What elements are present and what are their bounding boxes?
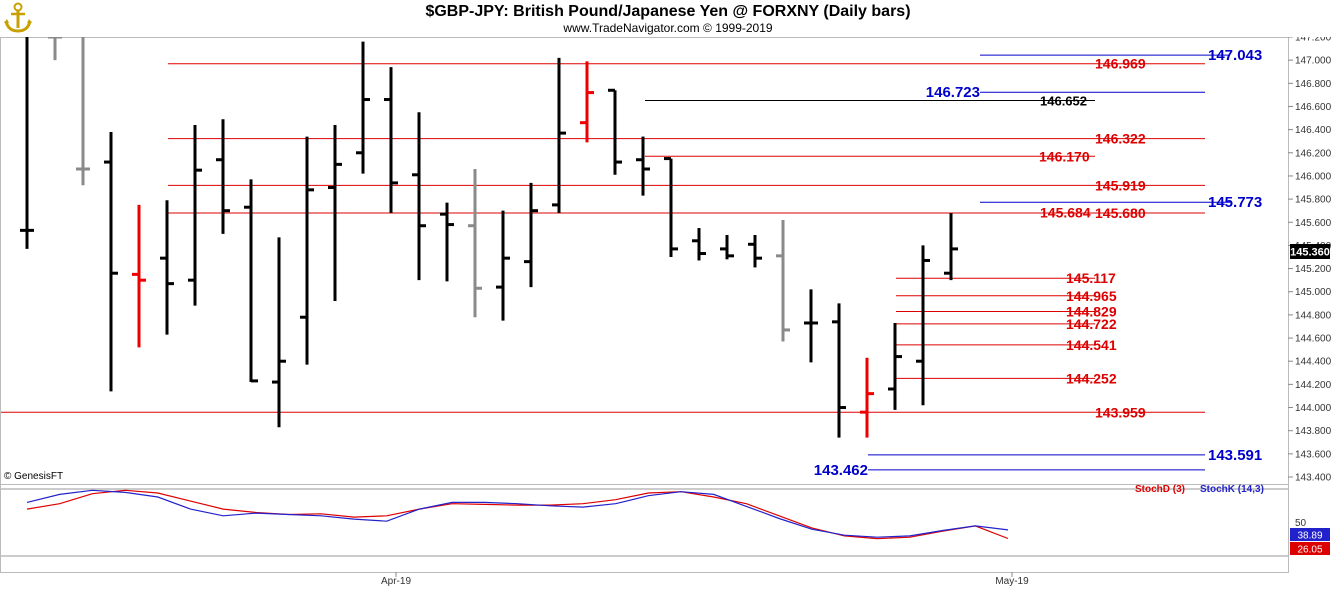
ohlc-bar xyxy=(692,228,706,261)
ohlc-bar xyxy=(860,357,874,438)
ohlc-bar xyxy=(160,200,174,335)
y-tick-label: 144.600 xyxy=(1295,334,1332,345)
level-label: 146.723 xyxy=(926,84,980,101)
level-label: 145.773 xyxy=(1208,194,1262,211)
level-label: 144.965 xyxy=(1066,288,1117,304)
ohlc-bar xyxy=(720,235,734,260)
y-tick-label: 145.200 xyxy=(1295,264,1332,275)
y-tick-label: 145.600 xyxy=(1295,218,1332,229)
price-y-axis: 147.200 147.000 146.800 146.600 146.400 146.2… xyxy=(1288,33,1332,529)
level-label: 145.680 xyxy=(1095,205,1146,221)
stochastic-lines: StochD (3) StochK (14,3) 38.89 26.05 xyxy=(26,484,1330,556)
stoch-series-line xyxy=(26,489,1009,538)
last-price-label: 145.360 xyxy=(1290,247,1330,259)
ohlc-bar xyxy=(832,303,846,438)
level-label: 143.591 xyxy=(1208,447,1262,464)
ohlc-bar xyxy=(104,131,118,392)
ohlc-bar xyxy=(524,182,538,288)
last-price-box xyxy=(1290,244,1330,259)
y-tick-label: 146.600 xyxy=(1295,102,1332,113)
x-tick-label: Apr-19 xyxy=(381,576,411,587)
ohlc-bar xyxy=(496,210,510,321)
ohlc-bar xyxy=(356,41,370,174)
ohlc-bar xyxy=(552,57,566,213)
level-label: 147.043 xyxy=(1208,47,1262,64)
stoch-panel-frame xyxy=(0,484,1289,573)
y-tick-label: 145.800 xyxy=(1295,195,1332,206)
ohlc-bar xyxy=(888,323,902,410)
stoch-k-value-label: 38.89 xyxy=(1297,531,1322,542)
ohlc-bar xyxy=(804,289,818,363)
ohlc-bar xyxy=(384,67,398,213)
ohlc-bar xyxy=(216,119,230,234)
anchor-logo-icon xyxy=(4,2,32,33)
ohlc-bar xyxy=(188,125,202,306)
ohlc-bar xyxy=(468,169,482,318)
y-tick-label: 143.400 xyxy=(1295,473,1332,484)
ohlc-bar xyxy=(776,219,790,342)
stoch-d-value-label: 26.05 xyxy=(1297,545,1322,556)
ohlc-bar xyxy=(20,37,34,249)
ohlc-bar xyxy=(412,112,426,281)
ohlc-bar xyxy=(944,213,958,281)
copyright-label: © GenesisFT xyxy=(4,471,63,482)
level-label: 146.322 xyxy=(1095,131,1146,147)
stoch-k-legend: StochK (14,3) xyxy=(1200,484,1264,495)
level-label: 144.541 xyxy=(1066,337,1117,353)
y-tick-label: 144.400 xyxy=(1295,357,1332,368)
ohlc-bar xyxy=(272,237,286,428)
level-label: 144.722 xyxy=(1066,316,1117,332)
ohlc-bar xyxy=(748,235,762,268)
y-tick-label: 147.000 xyxy=(1295,56,1332,67)
ohlc-bar xyxy=(76,37,90,186)
level-label: 144.252 xyxy=(1066,370,1117,386)
ohlc-bar xyxy=(328,125,342,301)
level-label: 144.829 xyxy=(1066,304,1117,320)
ohlc-bar xyxy=(916,245,930,406)
ohlc-bar xyxy=(48,35,62,61)
y-tick-label: 143.600 xyxy=(1295,449,1332,460)
y-tick-label: 144.800 xyxy=(1295,310,1332,321)
ohlc-bar xyxy=(664,157,678,257)
y-tick-label: 144.000 xyxy=(1295,403,1332,414)
chart-title: $GBP-JPY: British Pound/Japanese Yen @ F… xyxy=(425,3,911,20)
x-tick-label: May-19 xyxy=(995,576,1029,587)
level-label: 145.117 xyxy=(1066,270,1116,286)
level-label: 146.969 xyxy=(1095,56,1146,72)
stoch-d-value-box xyxy=(1290,542,1330,555)
y-tick-label: 144.200 xyxy=(1295,380,1332,391)
x-axis: Apr-19 May-19 xyxy=(381,572,1029,587)
stoch-series-line xyxy=(26,489,1009,540)
price-bars xyxy=(20,35,958,438)
ohlc-bar xyxy=(132,204,146,348)
ohlc-bar xyxy=(608,88,622,175)
chart-header: $GBP-JPY: British Pound/Japanese Yen @ F… xyxy=(0,0,1336,37)
y-tick-label: 146.200 xyxy=(1295,148,1332,159)
level-label: 146.170 xyxy=(1039,148,1090,164)
stoch-d-legend: StochD (3) xyxy=(1135,484,1185,495)
level-label: 145.919 xyxy=(1095,177,1146,193)
y-tick-label: 146.000 xyxy=(1295,171,1332,182)
level-lines: 147.043 146.969 146.723 146.652 146.322 146.1… xyxy=(1,47,1262,479)
ohlc-bar xyxy=(580,61,594,143)
y-tick-label: 147.200 xyxy=(1295,33,1332,44)
y-tick-label: 146.400 xyxy=(1295,125,1332,136)
stoch-y-tick-label: 50 xyxy=(1295,518,1307,529)
level-label: 143.959 xyxy=(1095,404,1146,420)
ohlc-bar xyxy=(440,202,454,282)
stoch-k-value-box xyxy=(1290,528,1330,541)
level-label: 143.462 xyxy=(814,462,868,479)
chart-subtitle: www.TradeNavigator.com © 1999-2019 xyxy=(563,21,773,35)
level-label: 146.652 xyxy=(1040,93,1087,108)
ohlc-bar xyxy=(636,136,650,196)
y-tick-label: 146.800 xyxy=(1295,79,1332,90)
ohlc-bar xyxy=(300,136,314,365)
y-tick-label: 143.800 xyxy=(1295,426,1332,437)
ohlc-bar xyxy=(244,179,258,383)
y-tick-label: 145.000 xyxy=(1295,287,1332,298)
